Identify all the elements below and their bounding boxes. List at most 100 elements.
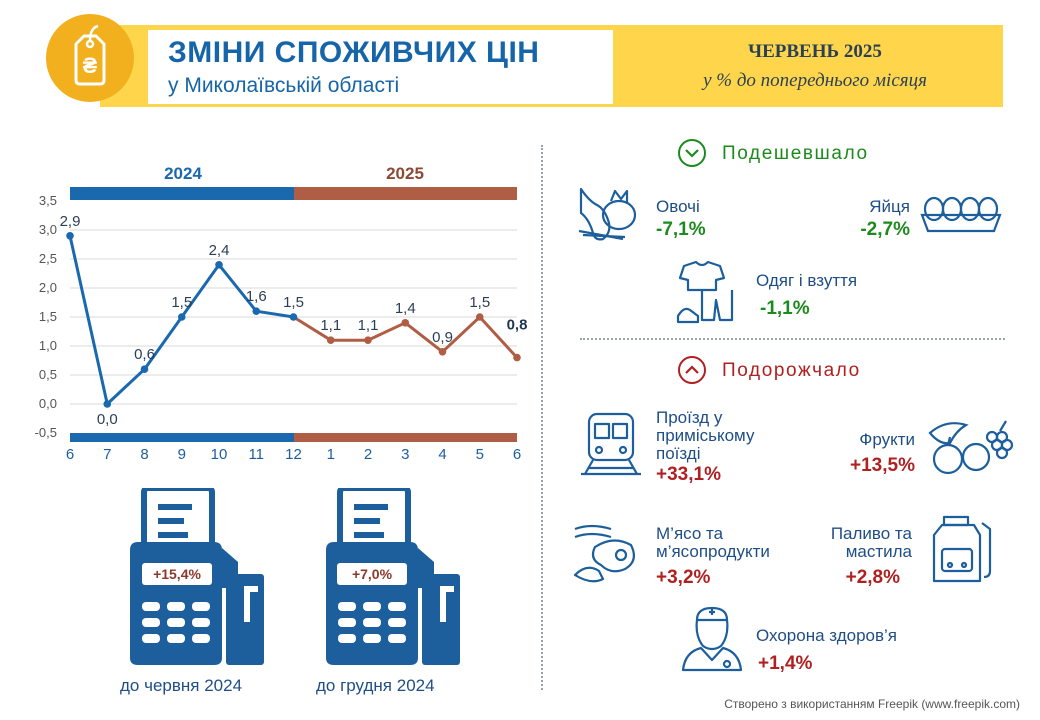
data-point — [475, 313, 484, 321]
data-point — [252, 307, 261, 315]
y-tick-label: 1,0 — [39, 338, 57, 353]
clothes-icon — [676, 260, 734, 324]
year-bar-2025-top — [294, 187, 517, 200]
value-label: 0,6 — [134, 346, 155, 363]
fuel-icon — [932, 515, 992, 583]
y-tick-label: 0,0 — [39, 396, 57, 411]
item-value-clothes: -1,1% — [760, 298, 810, 319]
y-tick-label: 0,5 — [39, 367, 57, 382]
x-tick-label: 4 — [438, 446, 446, 463]
data-point — [438, 348, 447, 356]
item-label-eggs: Яйця — [869, 197, 910, 216]
terminal-caption-dec-2024: до грудня 2024 — [316, 676, 435, 695]
report-period: ЧЕРВЕНЬ 2025 — [748, 41, 882, 62]
item-value-healthcare: +1,4% — [758, 653, 813, 674]
healthcare-icon — [681, 606, 743, 672]
value-label: 1,5 — [171, 294, 192, 311]
x-tick-label: 2 — [364, 446, 372, 463]
item-label-healthcare: Охорона здоров’я — [756, 626, 897, 645]
page-title: ЗМІНИ СПОЖИВЧИХ ЦІН — [168, 36, 540, 69]
value-label: 1,5 — [469, 294, 490, 311]
value-label: 1,4 — [395, 300, 416, 317]
x-tick-label: 11 — [248, 446, 264, 463]
x-tick-label: 6 — [66, 446, 74, 463]
item-value-fuel: +2,8% — [845, 567, 900, 588]
data-point — [103, 400, 112, 408]
chart-grid — [70, 229, 517, 405]
data-point — [140, 365, 149, 373]
value-labels: 2,9 0,0 0,6 1,5 2,4 1,6 1,5 1,1 1,1 1,4 0,9 1,5 0,8 — [60, 213, 528, 428]
year-bar-2024-top — [70, 187, 294, 200]
x-axis-ticks: 6 7 8 9 10 11 12 1 2 3 4 5 6 — [66, 446, 521, 463]
horizontal-divider — [580, 338, 1005, 340]
value-label: 1,1 — [320, 317, 341, 334]
data-point — [326, 336, 335, 344]
item-label-fruits: Фрукти — [859, 430, 915, 449]
x-tick-label: 5 — [476, 446, 484, 463]
fruits-icon — [928, 420, 1014, 475]
data-point — [289, 313, 298, 321]
line-chart: 2024 2025 3,5 3,0 2,5 2,0 1,5 1,0 0,5 0,0 -0,5 6… — [35, 164, 528, 463]
y-tick-label: 2,5 — [39, 251, 57, 266]
data-point — [177, 313, 186, 321]
data-point — [215, 261, 223, 269]
chart-points — [66, 232, 521, 408]
x-tick-label: 10 — [211, 446, 228, 463]
data-point — [401, 319, 410, 327]
x-tick-label: 6 — [513, 446, 521, 463]
x-tick-label: 12 — [285, 446, 302, 463]
y-tick-label: -0,5 — [35, 425, 57, 440]
y-tick-label: 3,0 — [39, 222, 57, 237]
x-tick-label: 1 — [327, 446, 335, 463]
value-label: 0,9 — [432, 329, 453, 346]
item-label-meat-line1: М’ясо та м’ясопродукти — [656, 525, 796, 561]
price-tag-icon: ₴ — [74, 24, 106, 86]
vertical-divider — [541, 145, 543, 690]
value-label: 2,9 — [60, 213, 81, 230]
year-label-2024: 2024 — [164, 164, 202, 183]
page-subtitle: у Миколаївській області — [168, 74, 400, 97]
value-label: 1,6 — [246, 288, 267, 305]
item-label-vegetables: Овочі — [656, 197, 700, 216]
item-label-train: Проїзд у приміському поїзді — [656, 408, 755, 463]
terminal-caption-june-2024: до червня 2024 — [120, 676, 243, 695]
year-label-2025: 2025 — [386, 164, 424, 183]
data-point — [66, 232, 74, 240]
train-icon — [581, 412, 641, 476]
y-axis-ticks: 3,5 3,0 2,5 2,0 1,5 1,0 0,5 0,0 -0,5 — [35, 193, 57, 440]
value-label: 1,1 — [358, 317, 379, 334]
value-label: 2,4 — [209, 242, 230, 259]
item-value-vegetables: -7,1% — [656, 219, 706, 240]
x-tick-label: 9 — [178, 446, 186, 463]
item-value-train: +33,1% — [656, 464, 721, 485]
item-value-fruits: +13,5% — [850, 455, 915, 476]
data-point — [364, 336, 372, 344]
section-title-pricier: Подорожчало — [722, 360, 861, 381]
x-tick-label: 8 — [140, 446, 148, 463]
item-label-meat: М’ясо та м’ясопродукти — [656, 524, 770, 561]
header-title-box — [148, 30, 613, 104]
price-tag-badge: ₴ — [46, 14, 134, 102]
y-tick-label: 1,5 — [39, 309, 57, 324]
vegetables-icon — [578, 187, 637, 241]
x-tick-label: 7 — [103, 446, 111, 463]
chevron-down-circle-icon — [677, 138, 707, 168]
eggs-icon — [920, 196, 1002, 233]
item-label-clothes: Одяг і взуття — [756, 271, 858, 290]
y-tick-label: 3,5 — [39, 193, 57, 208]
meat-icon — [573, 524, 636, 583]
image-credit: Створено з використанням Freepik (www.fr… — [724, 697, 1020, 711]
x-tick-label: 3 — [401, 446, 409, 463]
value-label: 1,5 — [283, 294, 304, 311]
section-title-cheaper: Подешевшало — [722, 143, 869, 164]
item-value-eggs: -2,7% — [860, 219, 910, 240]
chevron-up-circle-icon — [677, 355, 707, 385]
value-label: 0,0 — [97, 411, 118, 428]
item-value-meat: +3,2% — [656, 567, 711, 588]
currency-symbol: ₴ — [83, 53, 98, 78]
value-label: 0,8 — [507, 317, 528, 334]
terminal-value-june-2024: +15,4% — [142, 563, 212, 585]
unit-note: у % до попереднього місяця — [703, 70, 927, 91]
terminal-value-dec-2024: +7,0% — [337, 563, 407, 585]
